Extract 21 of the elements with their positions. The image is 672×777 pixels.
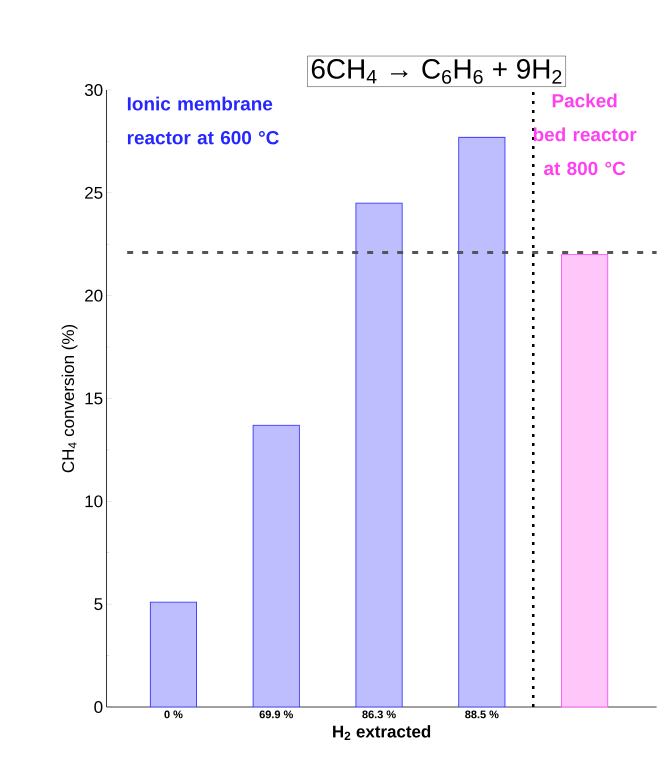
y-tick-label: 30 bbox=[85, 84, 103, 96]
chart-title: 6CH$_{4}$ → C$_{6}$H$_{6}$ + 9H$_{2}$ bbox=[312, 59, 562, 84]
y-tick-label: 0 bbox=[94, 701, 103, 713]
bar bbox=[561, 254, 608, 708]
y-tick-label: 5 bbox=[94, 598, 103, 610]
x-tick-label: 86.3 % bbox=[362, 710, 396, 718]
y-tick-label: 25 bbox=[85, 186, 103, 199]
annotation: Packed bed reactor at 800 °C bbox=[534, 94, 637, 176]
bar bbox=[356, 202, 403, 708]
annotation: Ionic membrane reactor at 600 °C bbox=[128, 96, 280, 144]
y-axis-title: CH$_{4}$ conversion (%) bbox=[62, 324, 78, 472]
y-tick-label: 10 bbox=[86, 495, 103, 508]
y-tick-label: 15 bbox=[86, 392, 103, 404]
y-tick-label: 20 bbox=[85, 290, 103, 302]
bar bbox=[458, 136, 506, 708]
x-tick-label: 88.5 % bbox=[465, 710, 499, 718]
x-axis-title: H$_{2}$ extracted bbox=[333, 725, 430, 740]
x-tick-label: 69.9 % bbox=[260, 710, 294, 718]
x-tick-label: 0 % bbox=[164, 710, 183, 718]
bar bbox=[150, 602, 198, 708]
bar bbox=[252, 424, 300, 708]
